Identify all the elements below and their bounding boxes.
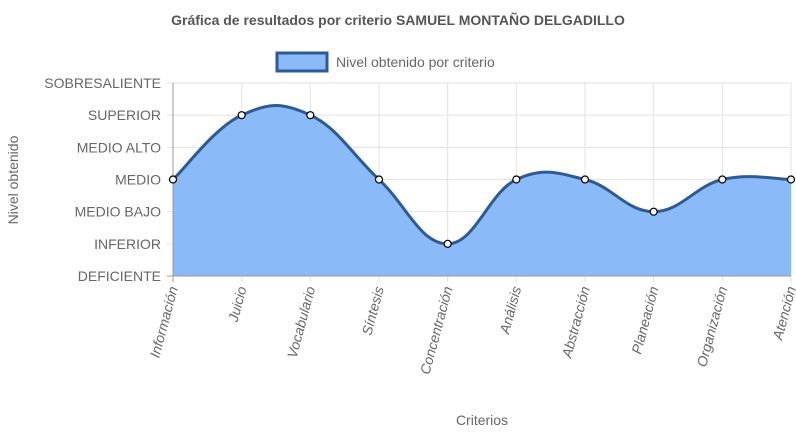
x-tick-label: Síntesis [359, 285, 387, 337]
series-line [171, 104, 792, 246]
y-tick-label: MEDIO BAJO [75, 204, 161, 220]
x-tick-label: Abstracción [558, 284, 593, 360]
y-tick-label: MEDIO [115, 172, 161, 188]
legend[interactable]: Nivel obtenido por criterio [275, 51, 495, 73]
y-tick-label: SUPERIOR [88, 107, 161, 123]
data-point [786, 175, 796, 184]
data-point [306, 111, 315, 120]
x-axis-label: Criterios [456, 412, 508, 428]
data-point [649, 207, 658, 216]
x-tick-label: Planeación [628, 284, 661, 355]
data-point [580, 175, 590, 184]
legend-label: Nivel obtenido por criterio [336, 54, 495, 70]
data-point [168, 175, 178, 184]
x-tick-label: Juicio [225, 284, 250, 324]
x-tick-label: Concentración [417, 284, 456, 376]
y-axis-label: Nivel obtenido [5, 135, 21, 224]
x-tick-label: Vocabulario [284, 284, 319, 359]
x-tick-label: Atención [769, 284, 796, 342]
y-tick-label: SOBRESALIENTE [44, 75, 161, 91]
x-tick-label: Análisis [496, 285, 524, 337]
data-point [374, 175, 384, 184]
y-tick-label: DEFICIENTE [78, 268, 161, 284]
data-point [237, 111, 246, 120]
x-tick-label: Información [147, 284, 181, 359]
x-axis-ticks: Información Juicio Vocabulario Síntesis Conc… [147, 284, 796, 376]
y-axis-ticks: DEFICIENTE INFERIOR MEDIO BAJO MEDIO MEDIO A… [44, 75, 161, 284]
legend-swatch [275, 51, 329, 73]
series-area [173, 105, 791, 277]
y-tick-label: INFERIOR [94, 236, 161, 252]
data-points [168, 111, 796, 248]
data-point [512, 175, 521, 184]
chart-title: Gráfica de resultados por criterio SAMUE… [171, 11, 625, 28]
data-point [718, 175, 727, 184]
data-point [443, 239, 452, 248]
x-tick-label: Organización [693, 284, 730, 368]
y-tick-label: MEDIO ALTO [77, 139, 161, 155]
plot-area [171, 104, 792, 277]
